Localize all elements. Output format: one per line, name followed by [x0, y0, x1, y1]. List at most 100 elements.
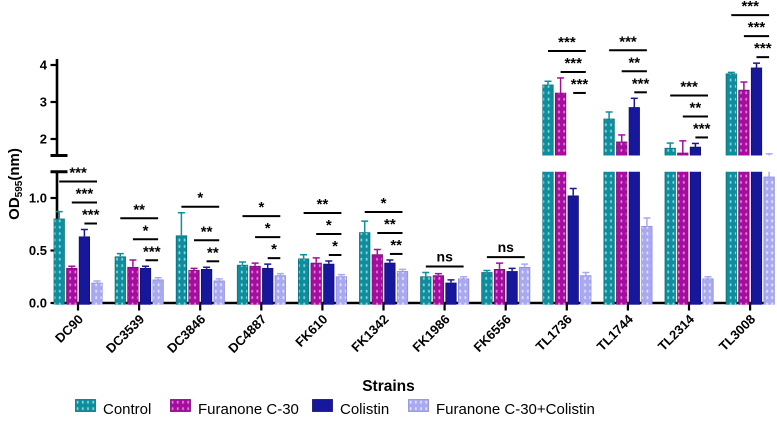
- legend-item-colistin: Colistin: [312, 399, 389, 419]
- bar-TL1736-3: [580, 275, 592, 305]
- sig-label-DC3846: **: [207, 244, 219, 261]
- legend-item-control: Control: [75, 399, 151, 419]
- sig-label-FK1986: ns: [437, 249, 454, 265]
- sig-label-TL1736: ***: [571, 76, 589, 93]
- bar-FK610-3: [335, 276, 348, 305]
- sig-label-DC3539: **: [133, 201, 145, 218]
- sig-label-TL2314: ***: [680, 78, 698, 95]
- sig-label-TL3008: ***: [754, 40, 772, 57]
- legend-swatch-colistin: [312, 399, 333, 416]
- bar-DC3846-3: [213, 280, 225, 305]
- sig-label-FK610: **: [317, 196, 329, 213]
- legend-item-combination: Furanone C-30+Colistin: [408, 399, 595, 419]
- y-axis-title-subscript: 595: [14, 180, 25, 198]
- legend-swatch-control: [75, 399, 96, 416]
- sig-label-TL1744: ***: [619, 33, 637, 50]
- sig-label-FK610: *: [326, 217, 332, 234]
- bar-FK610-1: [310, 262, 322, 305]
- bar-TL1744-0: [603, 171, 615, 305]
- legend-swatch-rect: [408, 399, 429, 412]
- sig-label-TL1744: ***: [632, 75, 650, 92]
- bar-TL2314-0: [664, 171, 676, 305]
- bar-TL1736-2: [567, 195, 579, 305]
- sig-label-FK6556: ns: [498, 239, 515, 255]
- bar-FK6556-1: [493, 268, 506, 305]
- x-tick-label: DC3539: [103, 312, 147, 356]
- bar-TL1736-0: [542, 171, 554, 305]
- y-tick-label-upper: 4: [40, 58, 48, 73]
- bar-FK6556-3: [519, 266, 531, 305]
- bar-upper-TL2314-2: [689, 146, 702, 156]
- x-axis-title: Strains: [362, 378, 415, 395]
- x-tick-label: FK1342: [348, 312, 391, 355]
- bar-FK1986-1: [432, 275, 445, 305]
- sig-label-DC3846: *: [197, 190, 203, 207]
- bar-DC3846-0: [175, 235, 187, 305]
- legend-swatch-rect: [75, 399, 96, 412]
- bar-DC4887-2: [262, 267, 274, 305]
- x-tick-label: TL1744: [594, 311, 637, 354]
- x-tick-label: TL3008: [716, 312, 758, 354]
- bar-upper-TL2314-1: [677, 152, 689, 156]
- y-axis-title-text: OD: [6, 197, 23, 220]
- bar-TL1744-3: [641, 225, 653, 305]
- sig-label-TL3008: ***: [741, 0, 759, 15]
- x-tick-label: FK1986: [409, 312, 452, 355]
- bar-DC4887-3: [274, 275, 286, 305]
- bar-upper-TL1736-1: [555, 92, 567, 156]
- sig-label-TL1736: ***: [558, 34, 576, 51]
- sig-label-DC90: ***: [76, 186, 94, 203]
- legend-item-furanone: Furanone C-30: [170, 399, 299, 419]
- legend-label-combination: Furanone C-30+Colistin: [436, 400, 595, 418]
- sig-label-FK610: *: [332, 238, 338, 255]
- sig-label-FK1342: **: [384, 216, 396, 233]
- sig-label-DC4887: *: [271, 241, 277, 258]
- x-tick-label: FK6556: [471, 312, 514, 355]
- bar-FK1986-2: [445, 282, 457, 305]
- legend-label-furanone: Furanone C-30: [198, 400, 299, 418]
- y-tick-label-upper: 2: [40, 132, 47, 147]
- sig-label-FK1342: *: [381, 195, 387, 212]
- legend-label-colistin: Colistin: [340, 400, 390, 418]
- lower-segment-bars: [53, 171, 775, 305]
- sig-label-TL1736: ***: [564, 55, 582, 72]
- bar-FK6556-2: [506, 271, 518, 305]
- bar-TL1744-2: [628, 171, 640, 305]
- bar-FK1986-0: [420, 276, 432, 305]
- sig-label-DC90: ***: [82, 207, 100, 224]
- y-axis-title: OD595(nm): [6, 109, 26, 259]
- legend-swatch-rect: [312, 399, 333, 412]
- y-tick-label-lower: 0.0: [29, 296, 47, 311]
- bar-FK1342-0: [359, 232, 371, 305]
- x-tick-label: DC3846: [164, 312, 208, 356]
- bar-FK1342-3: [396, 271, 409, 305]
- bar-upper-TL2314-0: [664, 147, 676, 156]
- sig-label-DC3539: ***: [143, 243, 161, 260]
- bar-upper-TL3008-0: [725, 73, 737, 156]
- bar-FK1986-3: [457, 278, 470, 305]
- bar-FK610-0: [297, 258, 310, 305]
- y-tick-label-lower: 1.0: [29, 191, 47, 206]
- bar-FK6556-0: [481, 272, 493, 305]
- bar-DC4887-1: [249, 265, 261, 305]
- bar-upper-TL1736-0: [542, 84, 554, 156]
- bar-chart-plot: 2 3 4 0.0 0.5 1.0 DC90 DC3539 DC3846 DC4887 FK610 F…: [29, 0, 775, 356]
- bar-DC90-0: [53, 218, 65, 305]
- bar-FK1342-1: [371, 254, 383, 305]
- bar-DC3539-3: [152, 279, 164, 305]
- legend-swatch-graphic: [312, 399, 333, 412]
- x-tick-label: TL2314: [655, 311, 698, 354]
- bar-TL2314-3: [702, 278, 714, 305]
- y-tick-label-upper: 3: [40, 95, 47, 110]
- sig-label-FK1342: **: [390, 237, 402, 254]
- x-tick-label: FK610: [292, 312, 330, 350]
- legend-swatch-furanone: [170, 399, 191, 416]
- y-axis-title-unit: (nm): [6, 148, 23, 181]
- legend: Control Furanone C-30 Colistin Furanone …: [0, 399, 777, 422]
- sig-label-TL2314: **: [690, 99, 702, 116]
- legend-swatch-graphic: [170, 399, 191, 412]
- sig-label-TL3008: ***: [748, 19, 766, 36]
- bar-DC90-1: [66, 267, 78, 305]
- bar-TL3008-0: [725, 171, 737, 305]
- legend-label-control: Control: [103, 400, 152, 418]
